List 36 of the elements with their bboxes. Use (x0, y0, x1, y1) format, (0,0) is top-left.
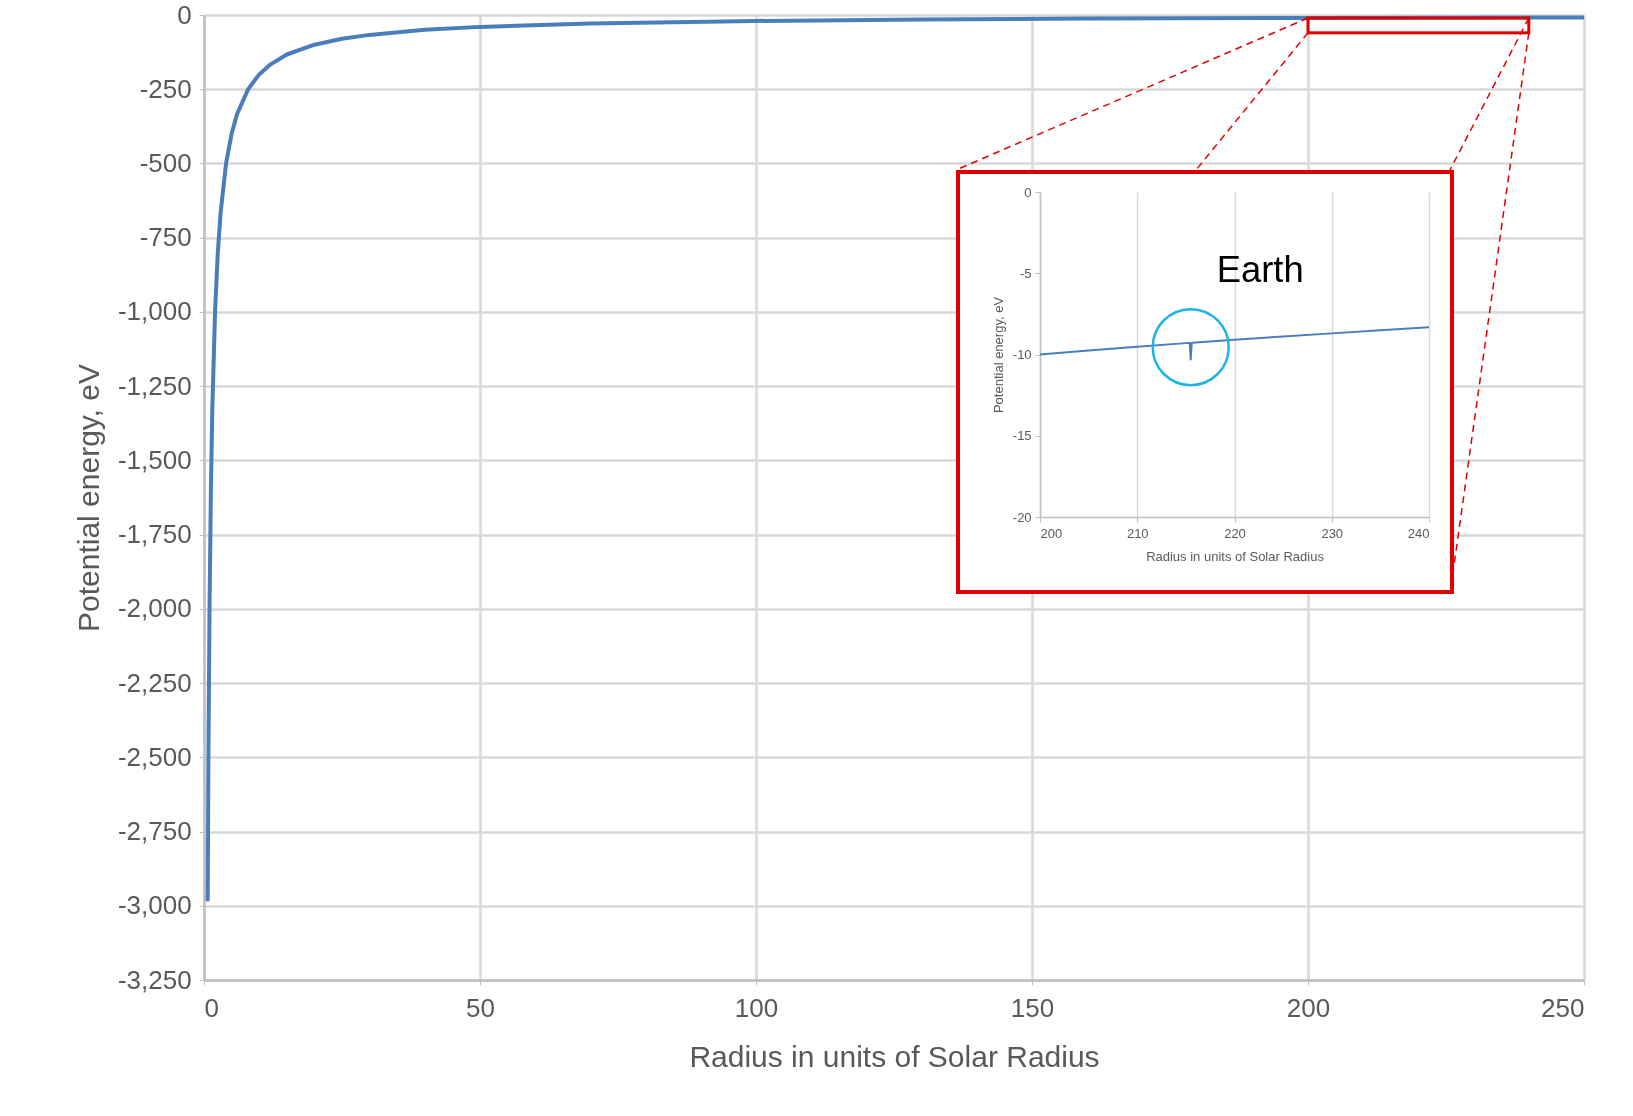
x-tick-label: 0 (204, 992, 219, 1023)
y-tick-label: -1,000 (117, 296, 192, 327)
x-tick-label: 250 (1541, 992, 1585, 1023)
y-axis-title: Potential energy, eV (71, 364, 105, 632)
y-tick-label: -1,750 (117, 519, 192, 550)
y-tick-label: -1,500 (117, 444, 192, 475)
y-tick-label: -10 (1012, 347, 1032, 362)
y-tick-label: -3,250 (117, 964, 192, 995)
y-tick-label: -3,000 (117, 890, 192, 921)
y-tick-label: 0 (177, 0, 192, 30)
y-tick-label: -2,250 (117, 667, 192, 698)
y-tick-label: -750 (139, 222, 192, 253)
y-tick-label: -5 (1020, 265, 1032, 281)
x-tick-label: 240 (1407, 525, 1430, 541)
y-tick-label: 0 (1024, 184, 1032, 200)
x-axis-title: Radius in units of Solar Radius (1146, 549, 1325, 565)
x-tick-label: 150 (1010, 992, 1055, 1023)
y-tick-label: -2,000 (117, 593, 192, 624)
y-tick-label: -500 (139, 147, 192, 178)
annotation: Earth (1216, 249, 1304, 291)
x-tick-label: 220 (1224, 525, 1246, 541)
y-axis-title: Potential energy, eV (991, 296, 1007, 414)
line-series (1040, 326, 1429, 361)
y-tick-label: -1,250 (117, 370, 192, 401)
x-tick-label: 100 (734, 992, 779, 1023)
x-tick-label: 200 (1286, 992, 1331, 1023)
y-tick-label: -20 (1012, 509, 1032, 525)
x-tick-label: 210 (1126, 525, 1149, 541)
y-tick-label: -15 (1012, 428, 1032, 444)
y-tick-label: -2,750 (117, 816, 192, 847)
x-axis-title: Radius in units of Solar Radius (689, 1039, 1100, 1073)
y-tick-label: -250 (139, 73, 192, 104)
x-tick-label: 50 (466, 992, 495, 1023)
y-tick-label: -2,500 (117, 741, 192, 772)
x-tick-label: 230 (1321, 525, 1344, 541)
x-tick-label: 200 (1040, 525, 1063, 541)
